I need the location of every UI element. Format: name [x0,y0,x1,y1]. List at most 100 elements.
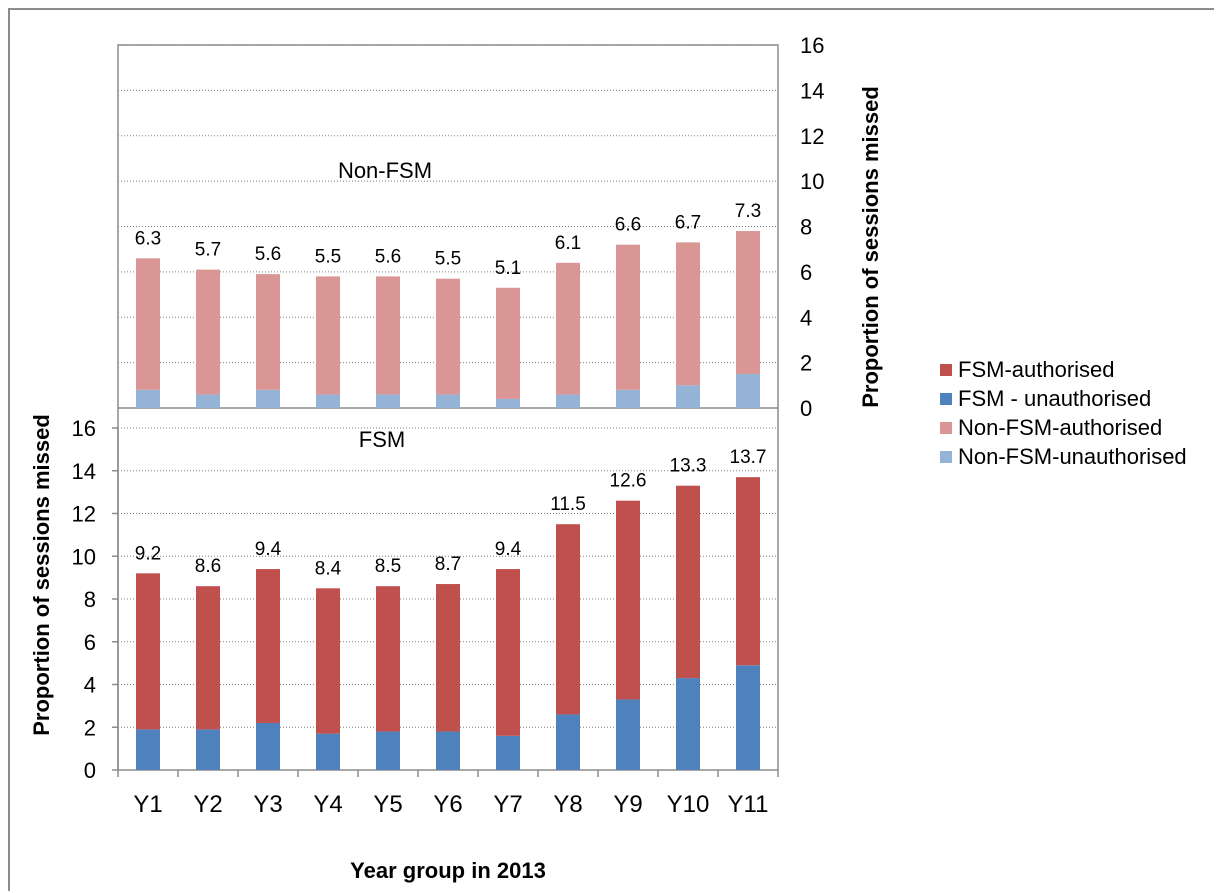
data-label: 7.3 [735,201,761,222]
legend-label: FSM - unauthorised [958,385,1152,411]
bar-segment [616,500,640,700]
bar-segment [376,394,400,408]
y-axis-title: Proportion of sessions missed [29,414,54,736]
bar-segment [736,665,760,770]
y-tick-label: 10 [72,544,96,569]
y-tick-label: 16 [72,416,96,441]
x-tick-label: Y7 [493,791,522,818]
bar-segment [556,714,580,770]
x-tick-label: Y10 [667,791,710,818]
data-label: 9.4 [255,539,282,560]
bar-segment [436,584,460,732]
y-tick-label: 8 [84,587,96,612]
legend-item-non-fsm-unauthorised: Non-FSM-unauthorised [940,442,1187,471]
legend-swatch [940,392,952,405]
data-label: 8.7 [435,554,461,575]
data-label: 11.5 [550,494,586,515]
bar-segment [556,394,580,408]
data-label: 5.7 [195,240,221,261]
bar-segment [256,722,280,770]
bar-segment [316,276,340,395]
y-tick-label: 14 [72,459,96,484]
x-tick-label: Y6 [433,791,462,818]
y-tick-label: 16 [800,33,824,58]
bar-segment [736,231,760,374]
chart-frame [8,8,1214,891]
data-label: 8.6 [195,556,221,577]
legend-label: Non-FSM-unauthorised [958,443,1187,469]
data-label: 6.6 [615,215,641,236]
legend: FSM-authorised FSM - unauthorised Non-FS… [940,355,1187,471]
x-tick-label: Y5 [373,791,402,818]
bar-segment [436,278,460,395]
bar-segment [196,394,220,408]
y-tick-label: 2 [84,715,96,740]
legend-item-non-fsm-authorised: Non-FSM-authorised [940,413,1187,442]
bar-segment [496,287,520,399]
data-label: 6.7 [675,212,701,233]
x-tick-label: Y1 [133,791,162,818]
y-tick-label: 4 [84,673,96,698]
bar-segment [136,573,160,730]
data-label: 12.6 [610,471,647,492]
bar-segment [496,735,520,770]
data-label: 5.6 [375,246,401,267]
bar-segment [676,385,700,408]
data-label: 5.1 [495,258,521,279]
data-label: 8.4 [315,558,342,579]
data-label: 13.7 [730,447,767,468]
bar-segment [196,586,220,730]
y-tick-label: 10 [800,169,824,194]
x-tick-label: Y9 [613,791,642,818]
data-label: 9.4 [495,539,522,560]
bar-segment [136,258,160,390]
bar-segment [556,262,580,395]
legend-label: FSM-authorised [958,356,1115,382]
bar-segment [616,699,640,770]
bar-segment [196,729,220,770]
data-label: 6.1 [555,233,581,254]
legend-swatch [940,363,952,376]
legend-item-fsm-authorised: FSM-authorised [940,355,1187,384]
bar-segment [736,373,760,408]
bar-segment [256,274,280,390]
legend-item-fsm-unauthorised: FSM - unauthorised [940,384,1187,413]
bar-segment [676,485,700,679]
bar-segment [136,389,160,408]
bar-segment [376,276,400,395]
bar-segment [496,398,520,408]
bar-segment [316,588,340,734]
y-tick-label: 2 [800,351,812,376]
x-tick-label: Y8 [553,791,582,818]
data-label: 8.5 [375,556,401,577]
bar-segment [136,729,160,770]
y-tick-label: 0 [800,396,812,421]
y-tick-label: 12 [72,502,96,527]
bar-segment [676,678,700,770]
bar-segment [256,389,280,408]
bar-segment [436,731,460,770]
y-axis-title: Proportion of sessions missed [858,86,883,408]
bar-segment [376,586,400,732]
y-tick-label: 8 [800,215,812,240]
bar-segment [496,569,520,736]
panel-title: FSM [359,427,405,452]
bar-segment [556,524,580,715]
x-tick-label: Y2 [193,791,222,818]
y-tick-label: 6 [84,630,96,655]
bar-segment [736,477,760,666]
bar-segment [256,569,280,723]
bar-segment [316,733,340,770]
bar-segment [676,242,700,386]
x-tick-label: Y3 [253,791,282,818]
legend-swatch [940,421,952,434]
bar-segment [376,731,400,770]
data-label: 5.5 [315,246,341,267]
data-label: 9.2 [135,543,161,564]
data-label: 13.3 [670,456,707,477]
legend-swatch [940,450,952,463]
bar-segment [436,394,460,408]
y-tick-label: 0 [84,758,96,783]
data-label: 6.3 [135,228,161,249]
